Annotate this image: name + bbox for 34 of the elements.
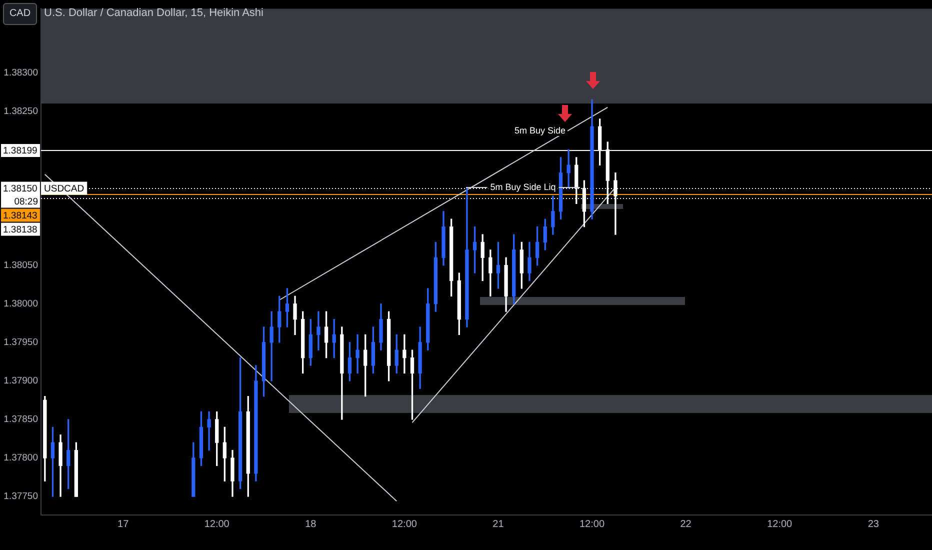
- x-tick-label: 21: [492, 518, 504, 530]
- annotation: 5m Buy Side Liq: [490, 182, 556, 192]
- candlestick: [270, 311, 274, 382]
- y-tick-label: 1.37750: [4, 491, 38, 502]
- ref-line-label: 1.38199: [3, 146, 38, 157]
- y-tick-label: 1.38050: [4, 260, 38, 271]
- candlestick: [402, 334, 406, 374]
- y-tick-label: 1.37900: [4, 376, 38, 387]
- candlestick: [316, 311, 320, 350]
- x-tick-label: 23: [868, 518, 880, 530]
- y-tick-label: 1.37800: [4, 452, 38, 464]
- y-axis-title: CAD: [3, 3, 37, 25]
- ref-line-label: 1.38138: [3, 224, 38, 236]
- y-tick-label: 1.38250: [4, 106, 38, 117]
- x-tick-label: 22: [680, 518, 692, 530]
- ref-line-label: 1.38150: [3, 183, 38, 194]
- y-tick-label: 1.37950: [4, 337, 38, 348]
- y-tick-label: 1.38300: [4, 67, 38, 78]
- candlestick: [207, 411, 211, 451]
- x-tick-label: 12:00: [204, 518, 230, 530]
- x-tick-label: 12:00: [392, 518, 418, 530]
- x-tick-label: 17: [118, 518, 130, 530]
- candlestick: [566, 149, 570, 189]
- x-tick-label: 18: [305, 518, 317, 530]
- y-tick-label: 1.37850: [4, 414, 38, 426]
- candlestick: [356, 334, 360, 374]
- text: 08:29: [14, 196, 38, 208]
- x-tick-label: 12:00: [580, 518, 605, 530]
- y-tick-label: 1.38000: [4, 298, 38, 310]
- ref-line-label: 1.38143: [3, 210, 38, 222]
- annotation: USDCAD: [44, 183, 84, 194]
- x-tick-label: 12:00: [767, 518, 793, 530]
- annotation: 5m Buy Side: [514, 125, 566, 136]
- chart-title: U.S. Dollar / Canadian Dollar, 15, Heikin Ashi: [44, 7, 264, 19]
